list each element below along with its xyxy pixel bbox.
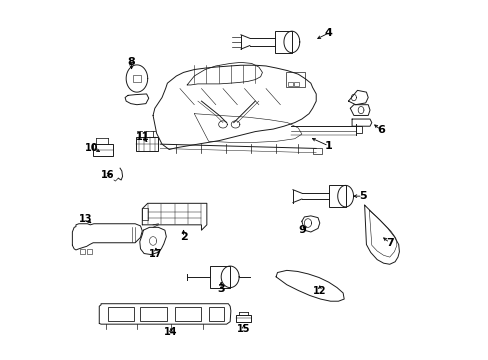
Text: 16: 16 xyxy=(101,170,114,180)
Text: 10: 10 xyxy=(85,143,99,153)
Text: 13: 13 xyxy=(79,215,93,224)
Text: 7: 7 xyxy=(385,238,393,248)
Bar xyxy=(287,82,292,86)
Text: 17: 17 xyxy=(149,248,163,258)
Text: 9: 9 xyxy=(297,225,305,235)
Bar xyxy=(312,148,321,154)
Bar xyxy=(208,307,223,320)
Bar xyxy=(80,249,85,253)
Bar xyxy=(107,307,134,320)
Bar xyxy=(328,185,345,207)
Bar xyxy=(86,249,92,253)
Text: 3: 3 xyxy=(217,284,224,294)
Bar xyxy=(174,307,201,320)
Text: 14: 14 xyxy=(164,327,177,337)
Bar xyxy=(142,208,147,220)
Bar xyxy=(140,307,166,320)
Bar xyxy=(355,126,362,133)
Text: 2: 2 xyxy=(179,232,187,242)
Bar xyxy=(210,266,230,288)
Text: 6: 6 xyxy=(376,125,384,135)
Text: 5: 5 xyxy=(358,191,366,201)
Text: 15: 15 xyxy=(237,324,250,334)
Bar xyxy=(93,144,113,156)
Text: 4: 4 xyxy=(324,28,332,38)
Bar xyxy=(293,82,299,86)
Bar xyxy=(136,137,158,150)
Bar xyxy=(235,315,250,321)
Text: 1: 1 xyxy=(324,141,332,151)
Bar xyxy=(133,75,140,82)
Text: 8: 8 xyxy=(127,57,135,67)
Bar xyxy=(285,72,305,87)
Text: 12: 12 xyxy=(312,286,326,296)
Bar xyxy=(274,31,291,53)
Text: 11: 11 xyxy=(135,132,149,142)
